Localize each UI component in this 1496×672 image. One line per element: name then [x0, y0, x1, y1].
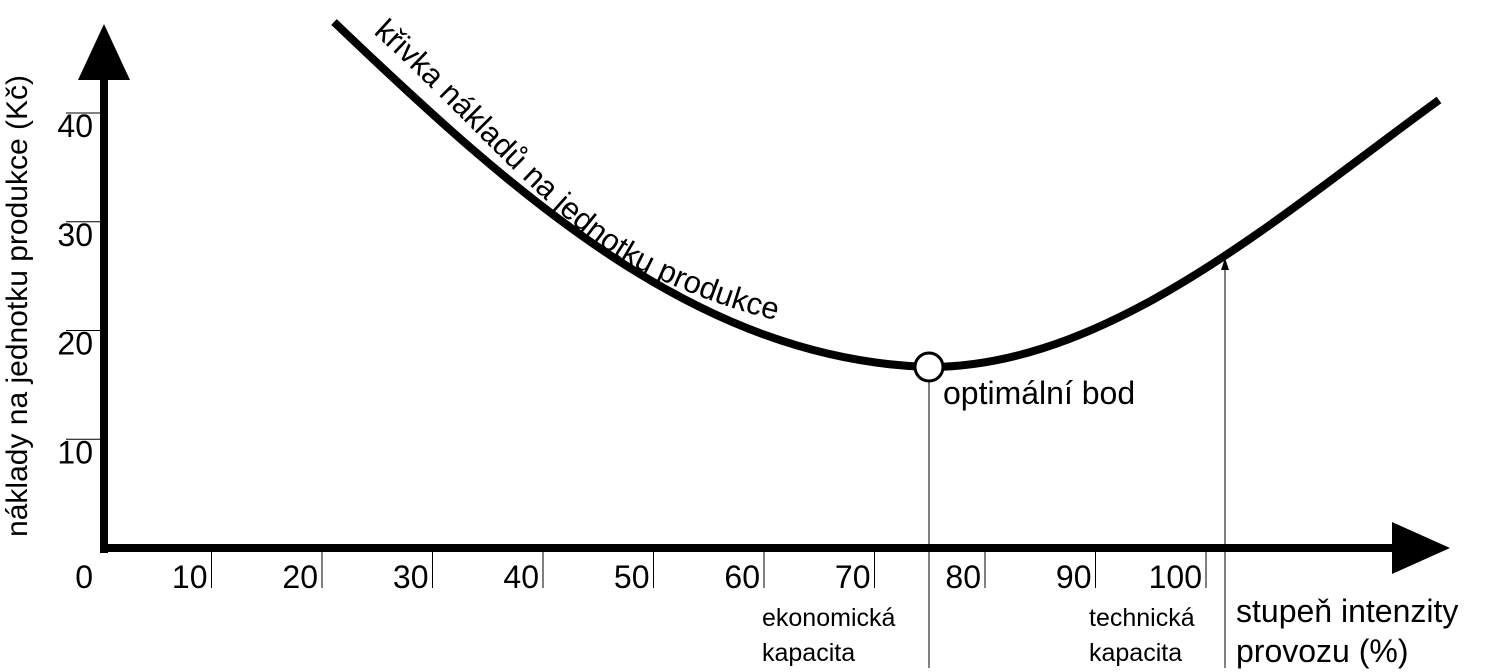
x-ticks: 0 10 20 30 40 50 60 70 80 90 100	[75, 548, 1207, 595]
optimal-point-marker	[913, 351, 945, 383]
technical-capacity-arrow	[1221, 258, 1229, 270]
economic-capacity-label-line1: ekonomická	[762, 604, 895, 632]
x-tick-label: 0	[75, 559, 93, 595]
technical-capacity-label-line2: kapacita	[1089, 639, 1182, 667]
x-tick-label: 90	[1056, 559, 1092, 595]
curve-label: křivka nákladů na jednotku produkce	[368, 12, 783, 327]
y-tick-label: 40	[57, 108, 93, 144]
x-tick-label: 10	[172, 559, 208, 595]
x-tick-label: 20	[282, 559, 318, 595]
cost-curve-line	[331, 19, 1442, 372]
x-axis-label-line1: stupeň intenzity	[1236, 593, 1458, 629]
y-tick-label: 20	[57, 326, 93, 362]
x-axis-label-line2: provozu (%)	[1236, 633, 1409, 669]
x-tick-label: 70	[835, 559, 871, 595]
y-axis-arrow	[78, 24, 130, 80]
y-axis-label: náklady na jednotku produkce (Kč)	[1, 75, 34, 537]
y-ticks: 10 20 30 40	[57, 108, 104, 470]
x-axis-arrow	[1392, 522, 1450, 574]
x-tick-label: 30	[393, 559, 429, 595]
x-tick-label: 50	[614, 559, 650, 595]
technical-capacity-label-line1: technická	[1089, 604, 1195, 632]
y-tick-label: 30	[57, 217, 93, 253]
x-tick-label: 80	[945, 559, 981, 595]
x-tick-label: 40	[503, 559, 539, 595]
economic-capacity-label-line2: kapacita	[762, 639, 855, 667]
x-tick-label: 100	[1149, 559, 1202, 595]
y-tick-label: 10	[57, 434, 93, 470]
optimal-point-label: optimální bod	[943, 375, 1135, 411]
x-tick-label: 60	[724, 559, 760, 595]
